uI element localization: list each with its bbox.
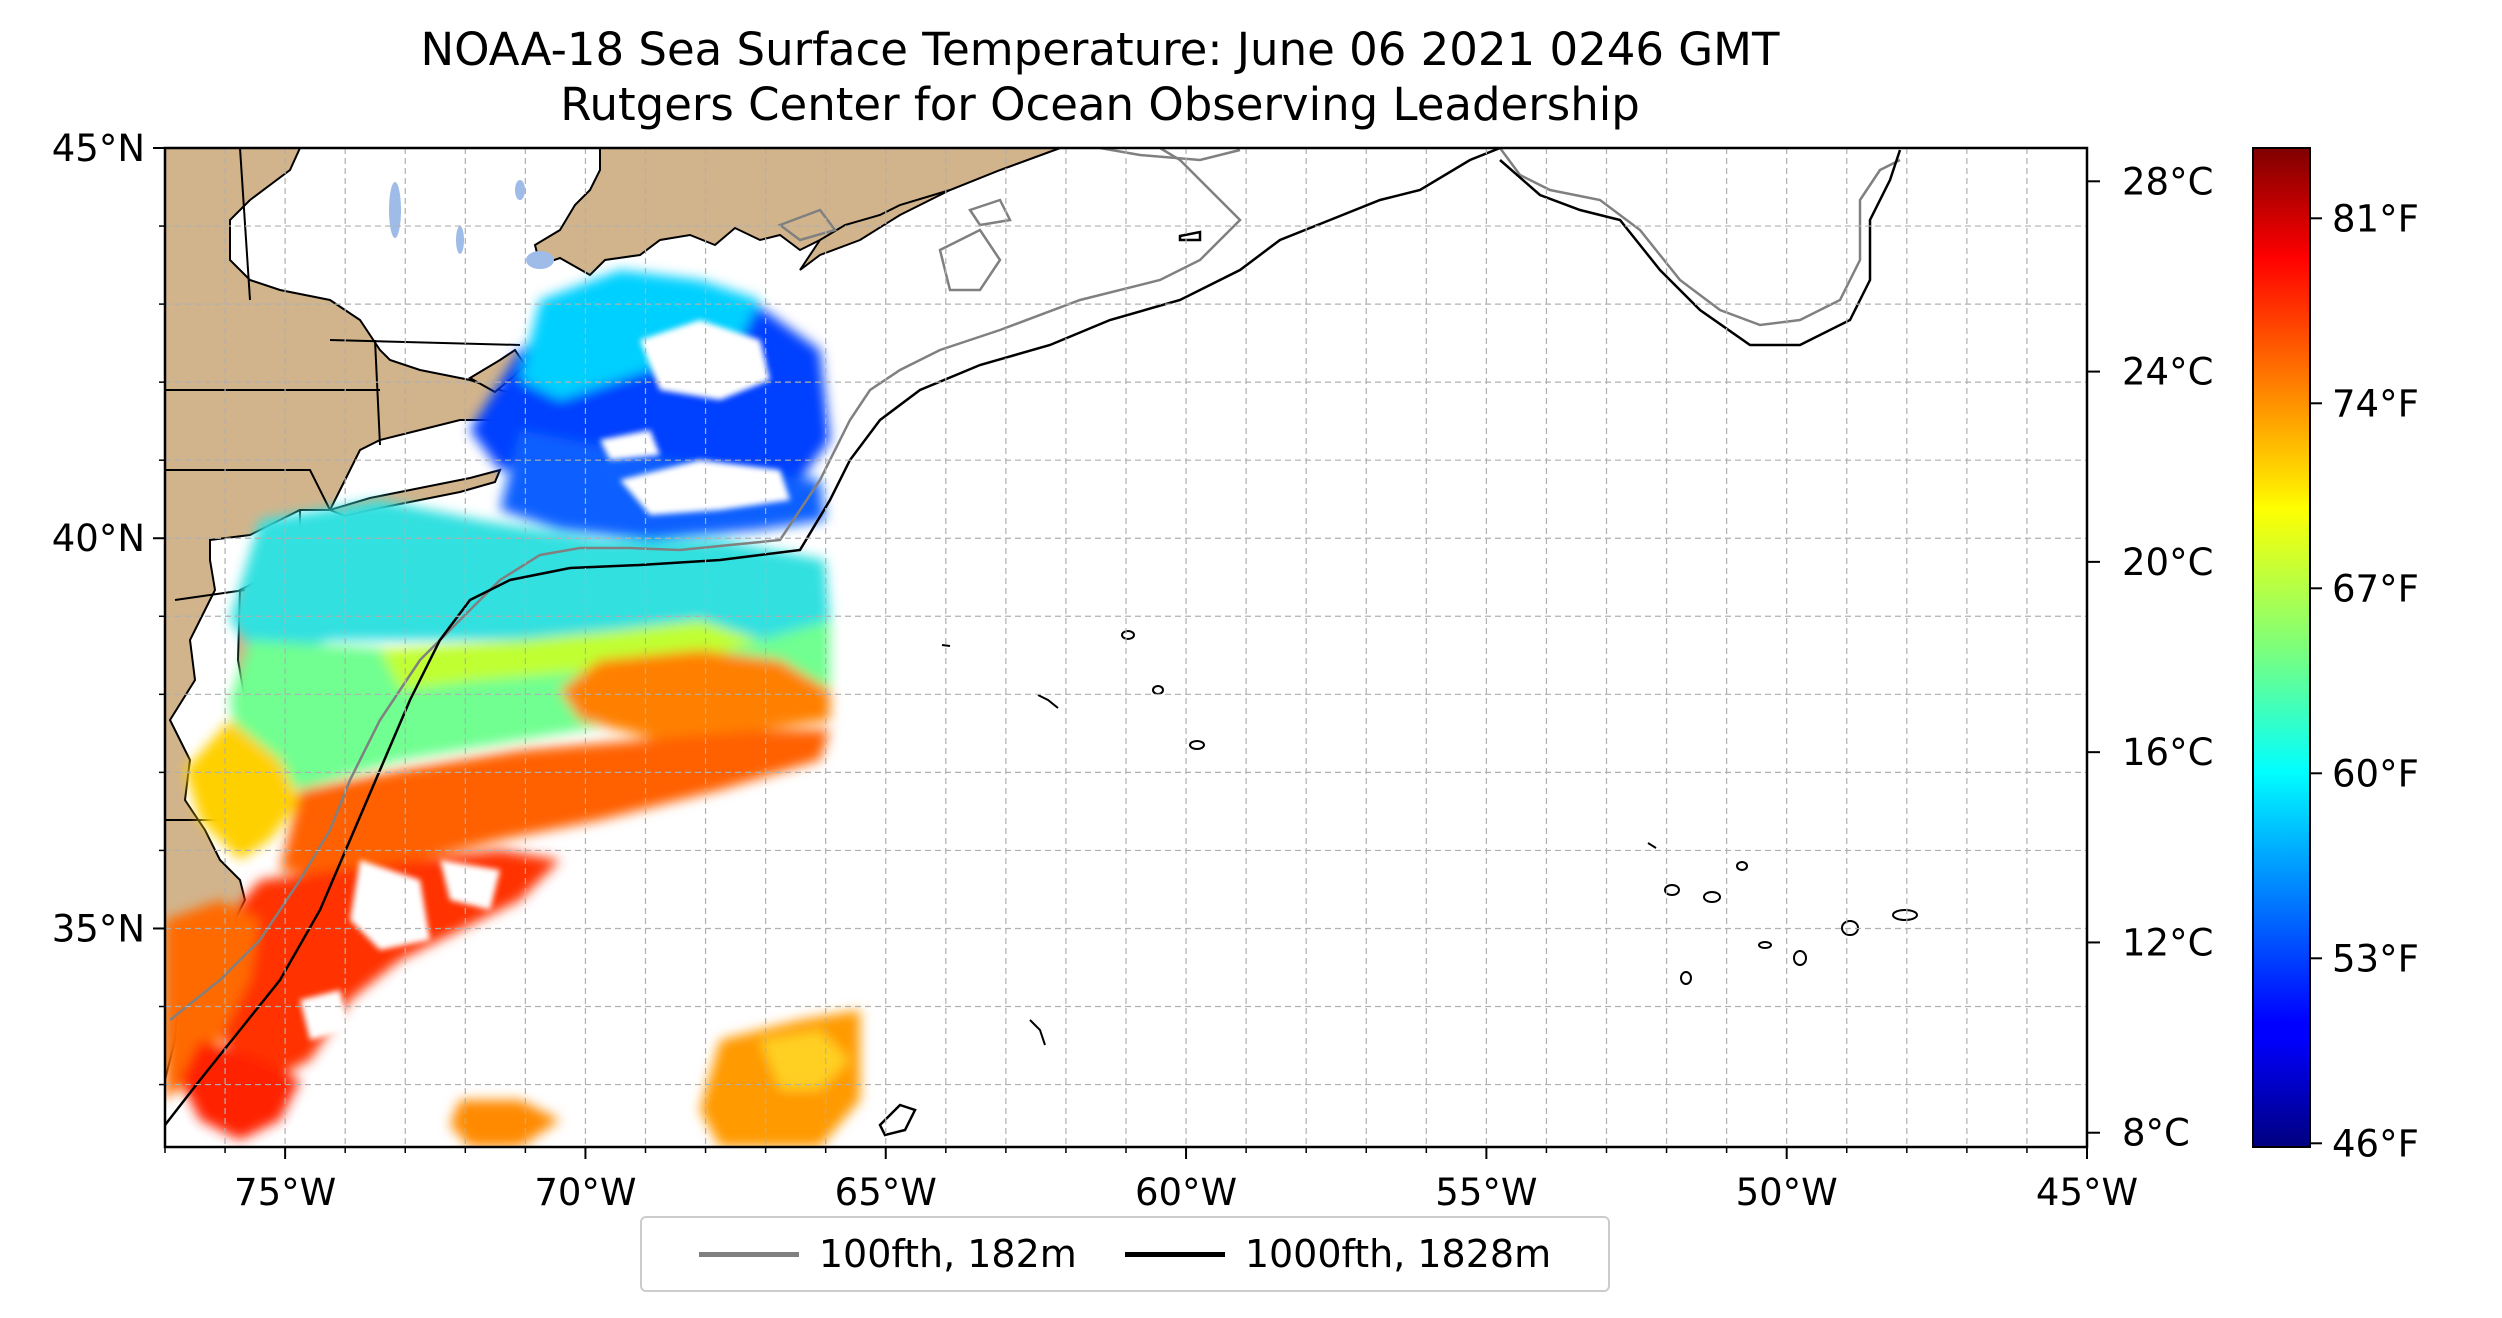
colorbar-gradient bbox=[2252, 147, 2311, 1148]
colorbar-fahrenheit-ticks: 46°F 53°F 60°F 67°F 74°F 81°F bbox=[2310, 197, 2419, 1165]
celsius-tick-label: 24°C bbox=[2122, 351, 2213, 394]
celsius-tick-label: 12°C bbox=[2122, 921, 2213, 964]
isobath-100fth bbox=[169, 148, 1901, 1021]
x-tick-label: 65°W bbox=[835, 1171, 937, 1214]
celsius-tick-label: 16°C bbox=[2122, 731, 2213, 774]
legend-label: 100fth, 182m bbox=[818, 1232, 1077, 1276]
fahrenheit-tick-label: 46°F bbox=[2332, 1122, 2419, 1165]
fahrenheit-tick-label: 67°F bbox=[2332, 567, 2419, 610]
map-subtitle: Rutgers Center for Ocean Observing Leade… bbox=[560, 78, 1640, 131]
x-tick-label: 70°W bbox=[534, 1171, 636, 1214]
legend-swatch-gray bbox=[698, 1251, 799, 1257]
isobath-legend: 100fth, 182m 1000fth, 1828m bbox=[640, 1216, 1610, 1292]
legend-swatch-black bbox=[1124, 1251, 1225, 1257]
maine-coast bbox=[533, 148, 1061, 277]
celsius-tick-label: 20°C bbox=[2122, 541, 2213, 584]
fahrenheit-tick-label: 74°F bbox=[2332, 382, 2419, 425]
x-tick-label: 60°W bbox=[1135, 1171, 1237, 1214]
legend-entry-1000fth: 1000fth, 1828m bbox=[1124, 1232, 1552, 1276]
x-tick-label: 50°W bbox=[1736, 1171, 1838, 1214]
title-block: NOAA-18 Sea Surface Temperature: June 06… bbox=[0, 22, 2200, 132]
fahrenheit-tick-label: 53°F bbox=[2332, 937, 2419, 980]
y-tick-label: 35°N bbox=[52, 907, 145, 950]
map-title: NOAA-18 Sea Surface Temperature: June 06… bbox=[420, 23, 1780, 76]
axis-ticks: 75°W 70°W 65°W 60°W 55°W 50°W 45°W 45°N 40°N 35°N bbox=[52, 127, 2138, 1214]
y-tick-label: 45°N bbox=[52, 127, 145, 170]
legend-entry-100fth: 100fth, 182m bbox=[698, 1232, 1077, 1276]
gridlines bbox=[165, 148, 2087, 1147]
seamounts bbox=[941, 630, 1918, 1046]
sst-data-layer bbox=[165, 270, 860, 1147]
celsius-tick-label: 28°C bbox=[2122, 160, 2213, 203]
x-tick-label: 55°W bbox=[1435, 1171, 1537, 1214]
us-mainland bbox=[165, 148, 547, 1081]
colorbar-celsius-ticks: 8°C 12°C 16°C 20°C 24°C 28°C bbox=[2088, 160, 2213, 1155]
legend-label: 1000fth, 1828m bbox=[1244, 1232, 1552, 1276]
y-tick-label: 40°N bbox=[52, 517, 145, 560]
fahrenheit-tick-label: 81°F bbox=[2332, 197, 2419, 240]
x-tick-label: 75°W bbox=[234, 1171, 336, 1214]
fahrenheit-tick-label: 60°F bbox=[2332, 752, 2419, 795]
x-tick-label: 45°W bbox=[2036, 1171, 2138, 1214]
celsius-tick-label: 8°C bbox=[2122, 1112, 2190, 1155]
